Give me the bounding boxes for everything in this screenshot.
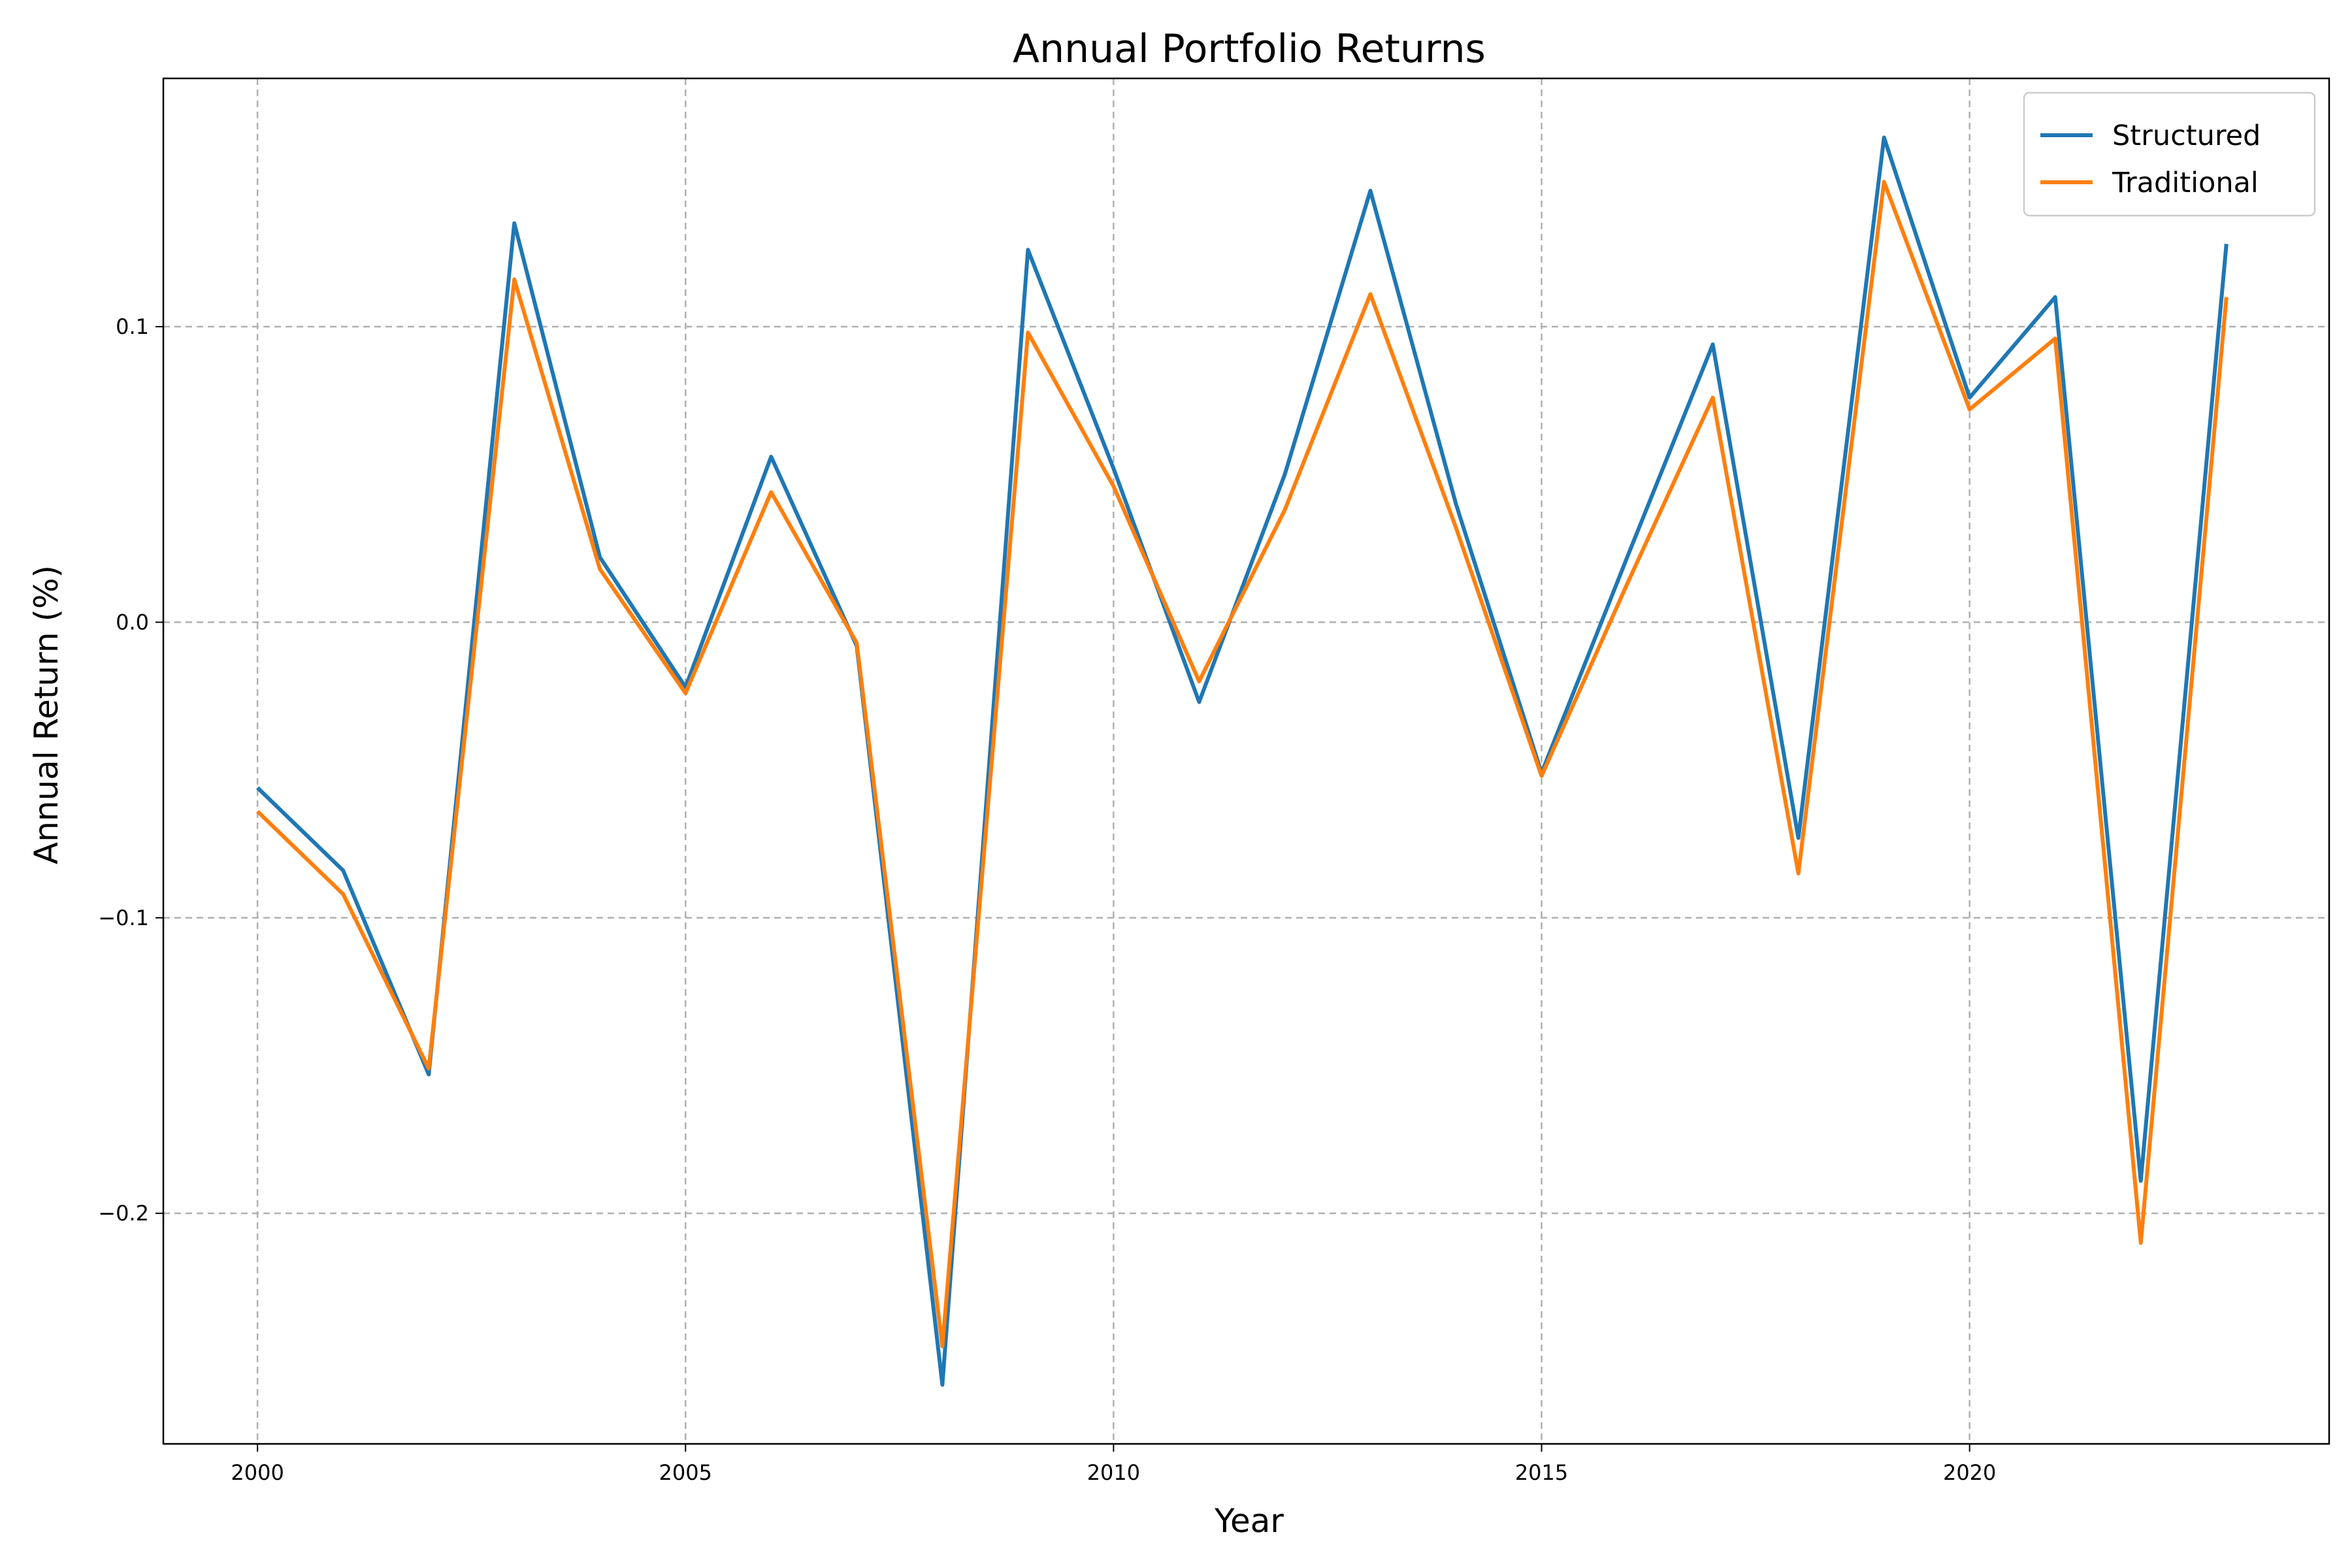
- legend: Structured Traditional: [2023, 91, 2316, 217]
- y-tick-label: 0.1: [116, 314, 149, 339]
- x-tick-label: 2020: [1943, 1460, 1996, 1485]
- y-tick-label: 0.0: [116, 610, 149, 634]
- x-axis-title: Year: [1214, 1502, 1284, 1540]
- axis-ticks: 2000 2005 2010 2015 2020 −0.2 −0.1 0.0 0.1: [98, 314, 1996, 1485]
- legend-label: Structured: [2112, 120, 2261, 152]
- y-tick-label: −0.2: [98, 1201, 149, 1226]
- x-tick-label: 2000: [231, 1460, 284, 1485]
- series-lines: [256, 135, 2229, 1387]
- x-tick-label: 2010: [1087, 1460, 1140, 1485]
- x-tick-label: 2005: [659, 1460, 712, 1485]
- x-tick-label: 2015: [1515, 1460, 1568, 1485]
- y-tick-label: −0.1: [98, 906, 149, 930]
- legend-label: Traditional: [2112, 167, 2259, 199]
- series-line-structured: [256, 135, 2229, 1387]
- grid: [163, 78, 2329, 1444]
- plot-area-frame: [162, 77, 2330, 1445]
- chart-title: Annual Portfolio Returns: [1013, 26, 1486, 72]
- legend-box: [2023, 91, 2316, 217]
- series-line-traditional: [256, 180, 2229, 1348]
- y-axis-title: Annual Return (%): [27, 565, 65, 864]
